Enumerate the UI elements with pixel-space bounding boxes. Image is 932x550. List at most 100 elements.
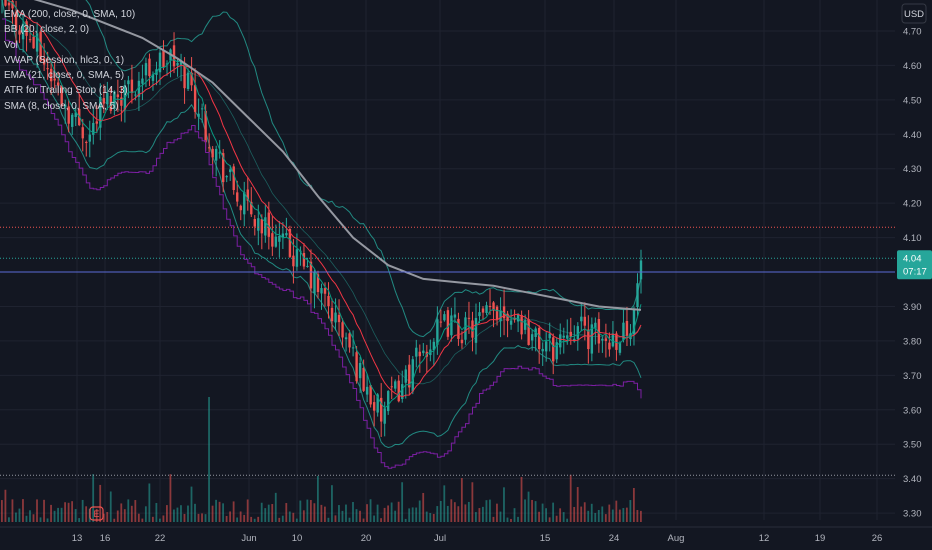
indicator-legend-item[interactable]: SMA (8, close, 0, SMA, 5) <box>4 100 119 112</box>
candle-body <box>316 274 320 293</box>
volume-bar <box>485 500 488 522</box>
candle-body <box>18 30 21 35</box>
currency-button-label: USD <box>904 9 924 20</box>
volume-bar <box>611 509 614 522</box>
indicator-legend-item[interactable]: Vol <box>4 39 18 51</box>
volume-bar <box>285 503 288 522</box>
candle-body <box>134 94 137 96</box>
candle-body <box>35 33 39 52</box>
candle-body <box>387 391 390 412</box>
volume-bar <box>250 516 253 522</box>
volume-bar <box>11 499 14 522</box>
candle-body <box>109 95 113 111</box>
candle-body <box>239 205 242 211</box>
earnings-marker <box>89 506 104 521</box>
volume-bar <box>513 508 516 522</box>
volume-bar <box>141 518 144 522</box>
candle-body <box>622 322 625 340</box>
volume-bar <box>369 499 372 522</box>
candle-body <box>457 318 460 339</box>
volume-bar <box>622 508 625 522</box>
candle-body <box>632 308 636 335</box>
volume-bar <box>218 501 221 522</box>
candle-body <box>337 314 341 323</box>
volume-bar <box>618 509 621 522</box>
volume-bar <box>1 500 3 522</box>
price-tick-label: 3.90 <box>903 302 922 313</box>
time-tick-label: 13 <box>72 533 83 544</box>
volume-bar <box>559 508 562 522</box>
currency-button[interactable] <box>901 3 927 24</box>
volume-bar <box>345 504 347 522</box>
candle-body <box>348 333 351 348</box>
candle-body <box>323 288 327 294</box>
volume-bar <box>531 499 533 522</box>
volume-bar <box>552 502 555 522</box>
candle-body <box>530 334 534 341</box>
volume-bar <box>541 503 544 522</box>
volume-bar <box>625 507 628 522</box>
volume-bar <box>324 506 326 522</box>
candle-body <box>545 341 548 352</box>
candle-body <box>446 310 450 337</box>
candle-body <box>39 31 42 62</box>
volume-bar <box>524 499 526 522</box>
volume-bar <box>390 502 393 522</box>
candle-body <box>488 305 492 307</box>
volume-bar <box>57 507 59 522</box>
candle-body <box>281 233 285 238</box>
candle-body <box>320 288 323 294</box>
candle-body <box>555 342 558 360</box>
indicator-legend-item[interactable]: EMA (200, close, 0, SMA, 10) <box>4 9 136 20</box>
candle-body <box>53 78 56 81</box>
volume-bar <box>50 504 52 522</box>
indicator-legend-item[interactable]: BB (20, close, 2, 0) <box>4 24 90 36</box>
candle-body <box>527 319 530 345</box>
volume-bar <box>580 506 583 522</box>
volume-bar <box>397 501 400 522</box>
candle-body <box>432 341 436 351</box>
volume-bar <box>629 500 632 522</box>
candle-body <box>28 39 32 41</box>
volume-bar <box>166 505 168 522</box>
indicator-legend-item[interactable]: EMA (21, close, 0, SMA, 5) <box>4 70 125 82</box>
candle-body <box>250 201 253 215</box>
candle-body <box>60 85 63 107</box>
price-tick-label: 3.50 <box>903 440 922 451</box>
price-tick-label: 4.40 <box>903 130 922 141</box>
volume-bar <box>144 506 147 522</box>
candle-body <box>25 21 28 36</box>
candle-body <box>214 148 218 161</box>
candle-body <box>450 315 453 336</box>
volume-bar <box>15 512 17 522</box>
volume-bar <box>67 502 70 522</box>
volume-bar <box>239 511 242 522</box>
candle-body <box>302 252 306 267</box>
volume-bar <box>520 477 523 522</box>
volume-bar <box>320 504 323 522</box>
sma8-line <box>6 0 642 409</box>
candle-body <box>576 326 580 340</box>
time-axis-bg <box>0 527 896 550</box>
volume-bar <box>446 505 449 522</box>
indicator-legend-item[interactable]: ATR for Trailing Stop (14, 3) <box>4 85 128 97</box>
candle-body <box>295 249 299 267</box>
candle-body <box>376 394 379 413</box>
candle-body <box>162 50 165 67</box>
candle-body <box>278 235 281 242</box>
candle-body <box>285 233 288 236</box>
price-tick-label: 4.20 <box>903 199 922 210</box>
candle-body <box>365 386 369 395</box>
candle-body <box>246 189 249 201</box>
volume-bar <box>597 509 600 522</box>
candle-body <box>355 352 358 382</box>
indicator-legend-item[interactable]: VWAP (Session, hlc3, 0, 1) <box>4 54 125 66</box>
volume-bar <box>211 505 214 522</box>
candle-body <box>625 320 629 336</box>
candle-body <box>341 322 344 338</box>
candle-body <box>639 260 643 280</box>
price-tick-label: 3.60 <box>903 405 922 416</box>
last-price-label: 4.04 <box>903 253 922 264</box>
candle-body <box>243 192 246 215</box>
